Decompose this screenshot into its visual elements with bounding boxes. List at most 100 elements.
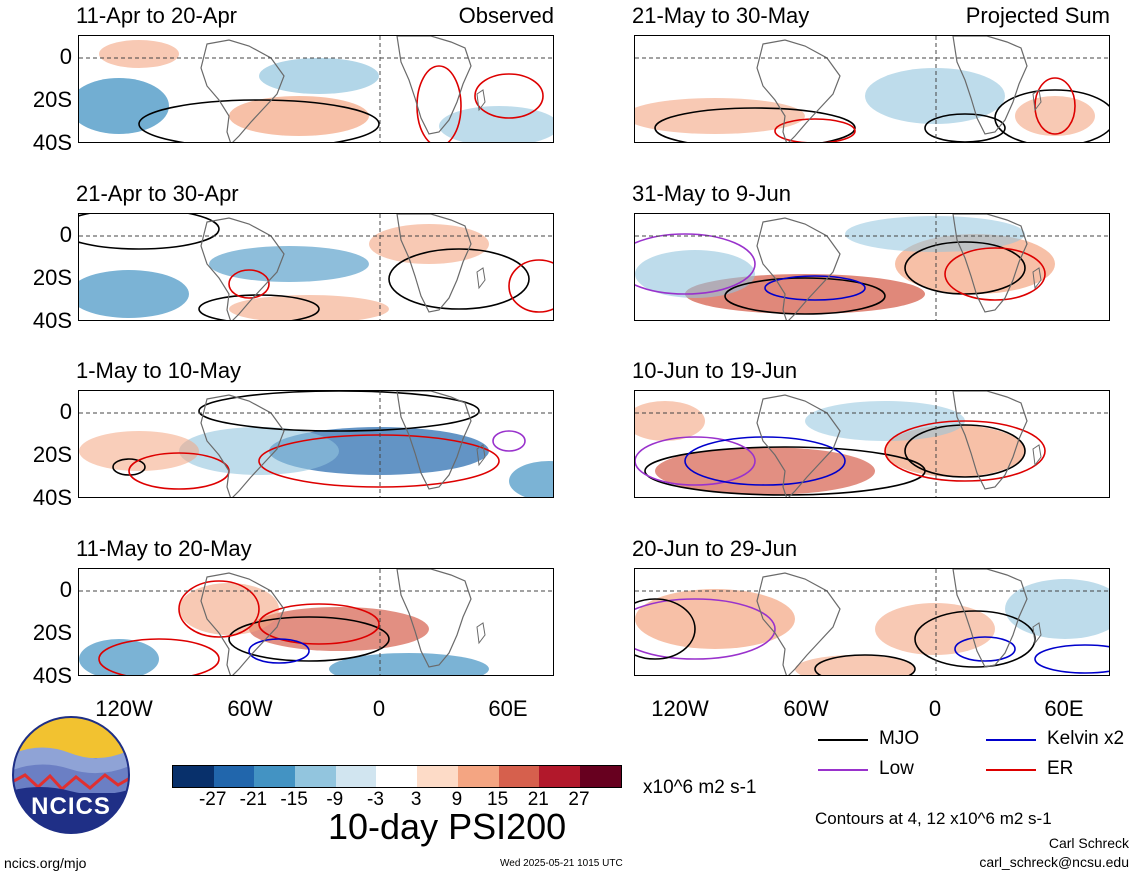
colorbar: [172, 765, 622, 788]
south-america-outline: [200, 572, 285, 675]
madagascar-outline: [476, 444, 486, 467]
colorbar-segment: [539, 766, 580, 787]
africa-outline: [396, 391, 472, 490]
y-tick-label: 20S: [32, 620, 72, 645]
x-tick-label: 60W: [227, 696, 273, 721]
y-tick-label: 40S: [32, 663, 72, 688]
map-panel-2: [634, 35, 1110, 143]
panel-date-6: 10-Jun to 19-Jun: [632, 358, 798, 383]
panel-date-5: 1-May to 10-May: [76, 358, 242, 383]
africa-outline: [396, 214, 472, 313]
map-panel-3: [78, 213, 554, 321]
panel-date-7: 11-May to 20-May: [76, 536, 252, 561]
x-tick-label: 60E: [1044, 696, 1084, 721]
map-panel-7: [78, 568, 554, 676]
colorbar-segment: [173, 766, 214, 787]
south-america-outline: [756, 217, 841, 320]
y-tick-label: 40S: [32, 308, 72, 333]
y-tick-label: 0: [59, 222, 72, 247]
colorbar-segment: [295, 766, 336, 787]
colorbar-tick-label: -21: [239, 789, 268, 810]
africa-outline: [952, 391, 1028, 490]
x-tick-label: 120W: [651, 696, 709, 721]
x-tick-label: 60W: [783, 696, 829, 721]
map-panel-1: [78, 35, 554, 143]
y-tick-label: 40S: [32, 130, 72, 155]
panel-date-3: 21-Apr to 30-Apr: [76, 181, 239, 206]
panel-date-1: 11-Apr to 20-Apr: [76, 3, 238, 28]
panel-label-1: Observed: [458, 3, 554, 28]
colorbar-segment: [213, 766, 255, 787]
madagascar-outline: [1032, 444, 1042, 467]
panel-date-8: 20-Jun to 29-Jun: [632, 536, 798, 561]
legend-label-er: ER: [1047, 758, 1074, 779]
y-tick-label: 20S: [32, 442, 72, 467]
madagascar-outline: [1032, 89, 1042, 112]
madagascar-outline: [1032, 267, 1042, 290]
y-tick-label: 0: [59, 44, 72, 69]
colorbar-tick-label: 15: [487, 789, 509, 810]
colorbar-segment: [457, 766, 499, 787]
author: Carl Schreck: [1048, 835, 1129, 851]
south-america-outline: [200, 394, 285, 497]
map-panel-5: [78, 390, 554, 498]
y-tick-label: 40S: [32, 485, 72, 510]
colorbar-tick-label: -3: [367, 789, 384, 810]
panel-date-2: 21-May to 30-May: [632, 3, 810, 28]
madagascar-outline: [476, 267, 486, 290]
south-america-outline: [756, 394, 841, 497]
colorbar-segment: [376, 766, 418, 787]
africa-outline: [952, 569, 1028, 668]
panel-date-4: 31-May to 9-Jun: [632, 181, 791, 206]
legend-label-mjo: MJO: [879, 728, 920, 749]
colorbar-tick-label: 9: [451, 789, 463, 810]
legend-label-low: Low: [879, 758, 914, 779]
colorbar-tick-label: -15: [280, 789, 308, 810]
map-panel-8: [634, 568, 1110, 676]
legend-label-kelvin: Kelvin x2: [1047, 728, 1125, 749]
colorbar-tick-label: 27: [568, 789, 590, 810]
colorbar-tick-label: 21: [527, 789, 549, 810]
africa-outline: [396, 36, 472, 135]
colorbar-segment: [417, 766, 458, 787]
y-tick-label: 0: [59, 399, 72, 424]
colorbar-tick-label: 3: [410, 789, 422, 810]
africa-outline: [952, 214, 1028, 313]
website-link[interactable]: ncics.org/mjo: [4, 855, 87, 871]
colorbar-tick-label: -27: [198, 789, 227, 810]
x-tick-label: 60E: [488, 696, 528, 721]
y-tick-label: 0: [59, 577, 72, 602]
colorbar-segment: [254, 766, 296, 787]
x-tick-label: 0: [928, 696, 942, 721]
map-panel-4: [634, 213, 1110, 321]
madagascar-outline: [476, 89, 486, 112]
timestamp: Wed 2025-05-21 1015 UTC: [500, 858, 623, 869]
south-america-outline: [756, 39, 841, 142]
contour-note: Contours at 4, 12 x10^6 m2 s-1: [815, 809, 1052, 828]
africa-outline: [396, 569, 472, 668]
south-america-outline: [756, 572, 841, 675]
legend-line-er: [986, 769, 1036, 771]
south-america-outline: [200, 39, 285, 142]
logo-text: NCICS: [31, 793, 111, 820]
y-tick-label: 20S: [32, 265, 72, 290]
colorbar-segment: [579, 766, 621, 787]
south-america-outline: [200, 217, 285, 320]
legend-line-kelvin: [986, 739, 1036, 741]
colorbar-segment: [498, 766, 540, 787]
x-tick-label: 0: [372, 696, 386, 721]
madagascar-outline: [1032, 622, 1042, 645]
colorbar-unit: x10^6 m2 s-1: [643, 777, 757, 798]
y-tick-label: 20S: [32, 87, 72, 112]
colorbar-tick-label: -9: [326, 789, 344, 810]
colorbar-segment: [335, 766, 377, 787]
legend-line-low: [818, 769, 868, 771]
map-panel-6: [634, 390, 1110, 498]
legend-line-mjo: [818, 739, 868, 741]
panel-label-2: Projected Sum: [965, 3, 1110, 28]
email: carl_schreck@ncsu.edu: [979, 854, 1129, 870]
africa-outline: [952, 36, 1028, 135]
ncics-logo: NCICS: [10, 713, 132, 848]
main-title: 10-day PSI200: [328, 806, 567, 847]
x-tick-label: 120W: [95, 696, 153, 721]
